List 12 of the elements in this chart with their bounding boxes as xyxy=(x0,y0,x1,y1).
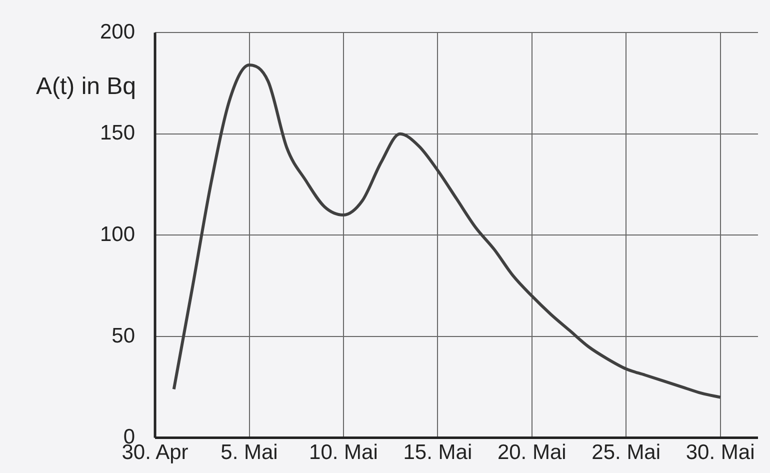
x-tick-label: 30. Mai xyxy=(686,441,755,464)
y-tick-label: 100 xyxy=(100,222,136,246)
x-tick-label: 15. Mai xyxy=(403,441,472,464)
x-tick-label: 25. Mai xyxy=(592,441,661,464)
line-series xyxy=(172,64,722,399)
x-tick-label: 5. Mai xyxy=(220,441,278,464)
y-tick-label: 50 xyxy=(112,324,136,348)
x-tick-label: 10. Mai xyxy=(309,441,378,464)
y-axis-title: A(t) in Bq xyxy=(36,73,136,100)
x-tick-label: 20. Mai xyxy=(497,441,566,464)
y-tick-label: 150 xyxy=(100,122,136,145)
y-tick-label: 200 xyxy=(100,20,136,44)
